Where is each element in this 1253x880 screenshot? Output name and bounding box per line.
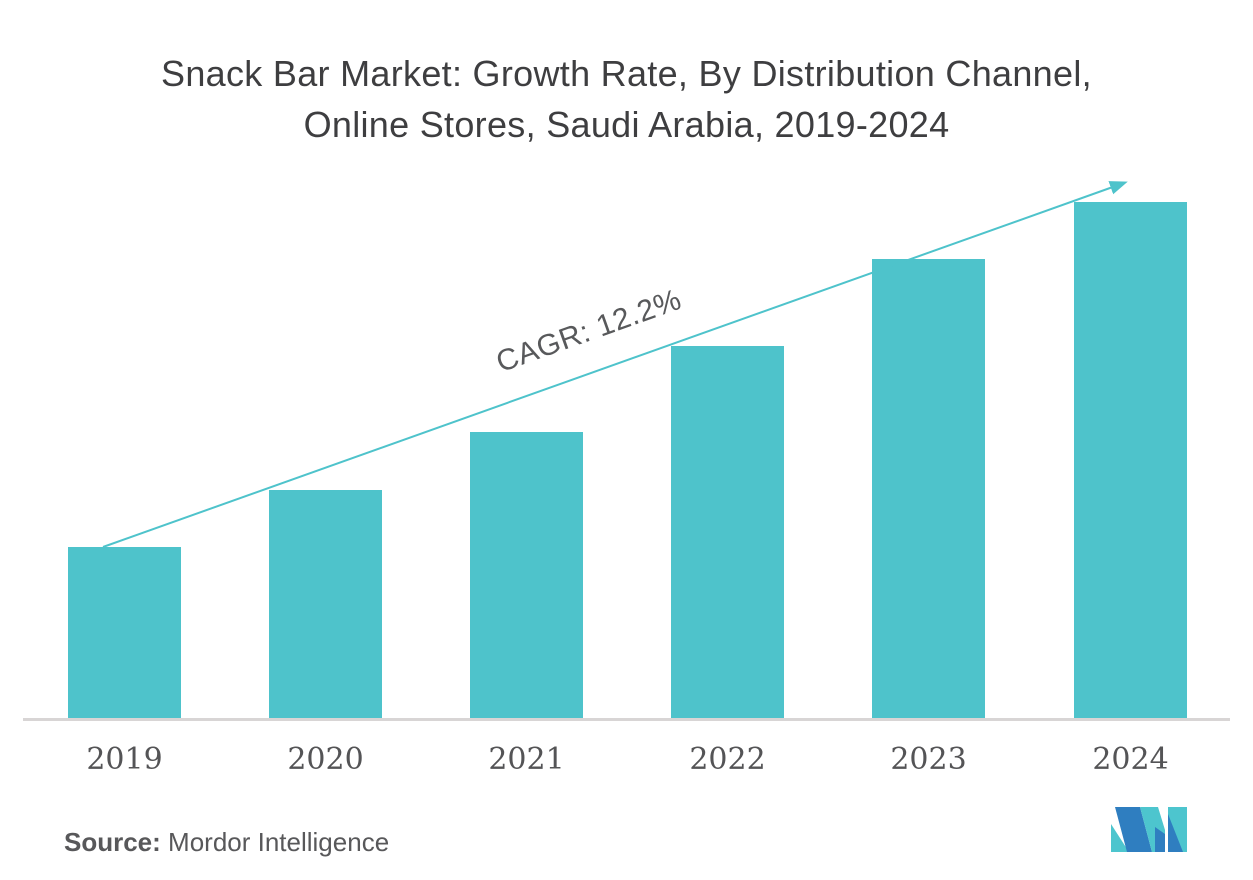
- bar-2019: [68, 547, 181, 718]
- x-axis-label-2019: 2019: [86, 742, 163, 777]
- bar-2021: [470, 432, 583, 718]
- x-axis-label-2021: 2021: [488, 742, 565, 777]
- source-prefix: Source:: [64, 827, 161, 857]
- bar-2020: [269, 490, 382, 718]
- bar-2024: [1074, 202, 1187, 718]
- source-attribution: Source: Mordor Intelligence: [64, 827, 389, 858]
- source-text: Mordor Intelligence: [160, 827, 390, 857]
- bar-2022: [671, 346, 784, 718]
- cagr-annotation: CAGR: 12.2%: [492, 282, 686, 380]
- x-axis-label-2024: 2024: [1092, 742, 1169, 777]
- x-axis-label-2023: 2023: [890, 742, 967, 777]
- x-axis-baseline: [23, 718, 1230, 721]
- x-axis-label-2022: 2022: [689, 742, 766, 777]
- mordor-intelligence-logo: [1111, 807, 1187, 852]
- chart-title-line1: Snack Bar Market: Growth Rate, By Distri…: [161, 53, 1092, 94]
- chart-title-line2: Online Stores, Saudi Arabia, 2019-2024: [303, 104, 950, 145]
- bar-2023: [872, 259, 985, 718]
- x-axis-label-2020: 2020: [287, 742, 364, 777]
- chart-title: Snack Bar Market: Growth Rate, By Distri…: [0, 48, 1253, 150]
